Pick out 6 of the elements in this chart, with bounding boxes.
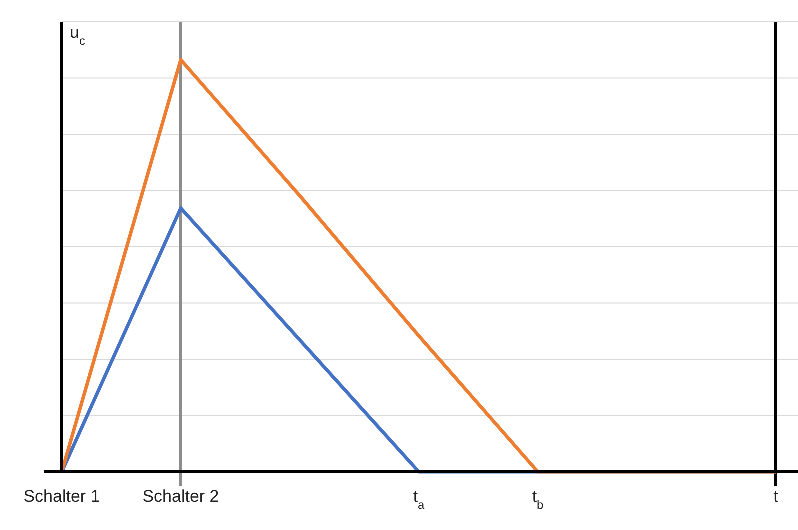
x-tick-label: Schalter 2 [142, 487, 220, 506]
x-tick-label: t$_{a}$ [413, 487, 426, 512]
x-tick-label: t$_{b}$ [532, 487, 544, 512]
y-axis-title: u$_{c}$ [70, 23, 86, 48]
x-tick-label: t [774, 487, 779, 506]
x-tick-label: Schalter 1 [24, 487, 100, 506]
